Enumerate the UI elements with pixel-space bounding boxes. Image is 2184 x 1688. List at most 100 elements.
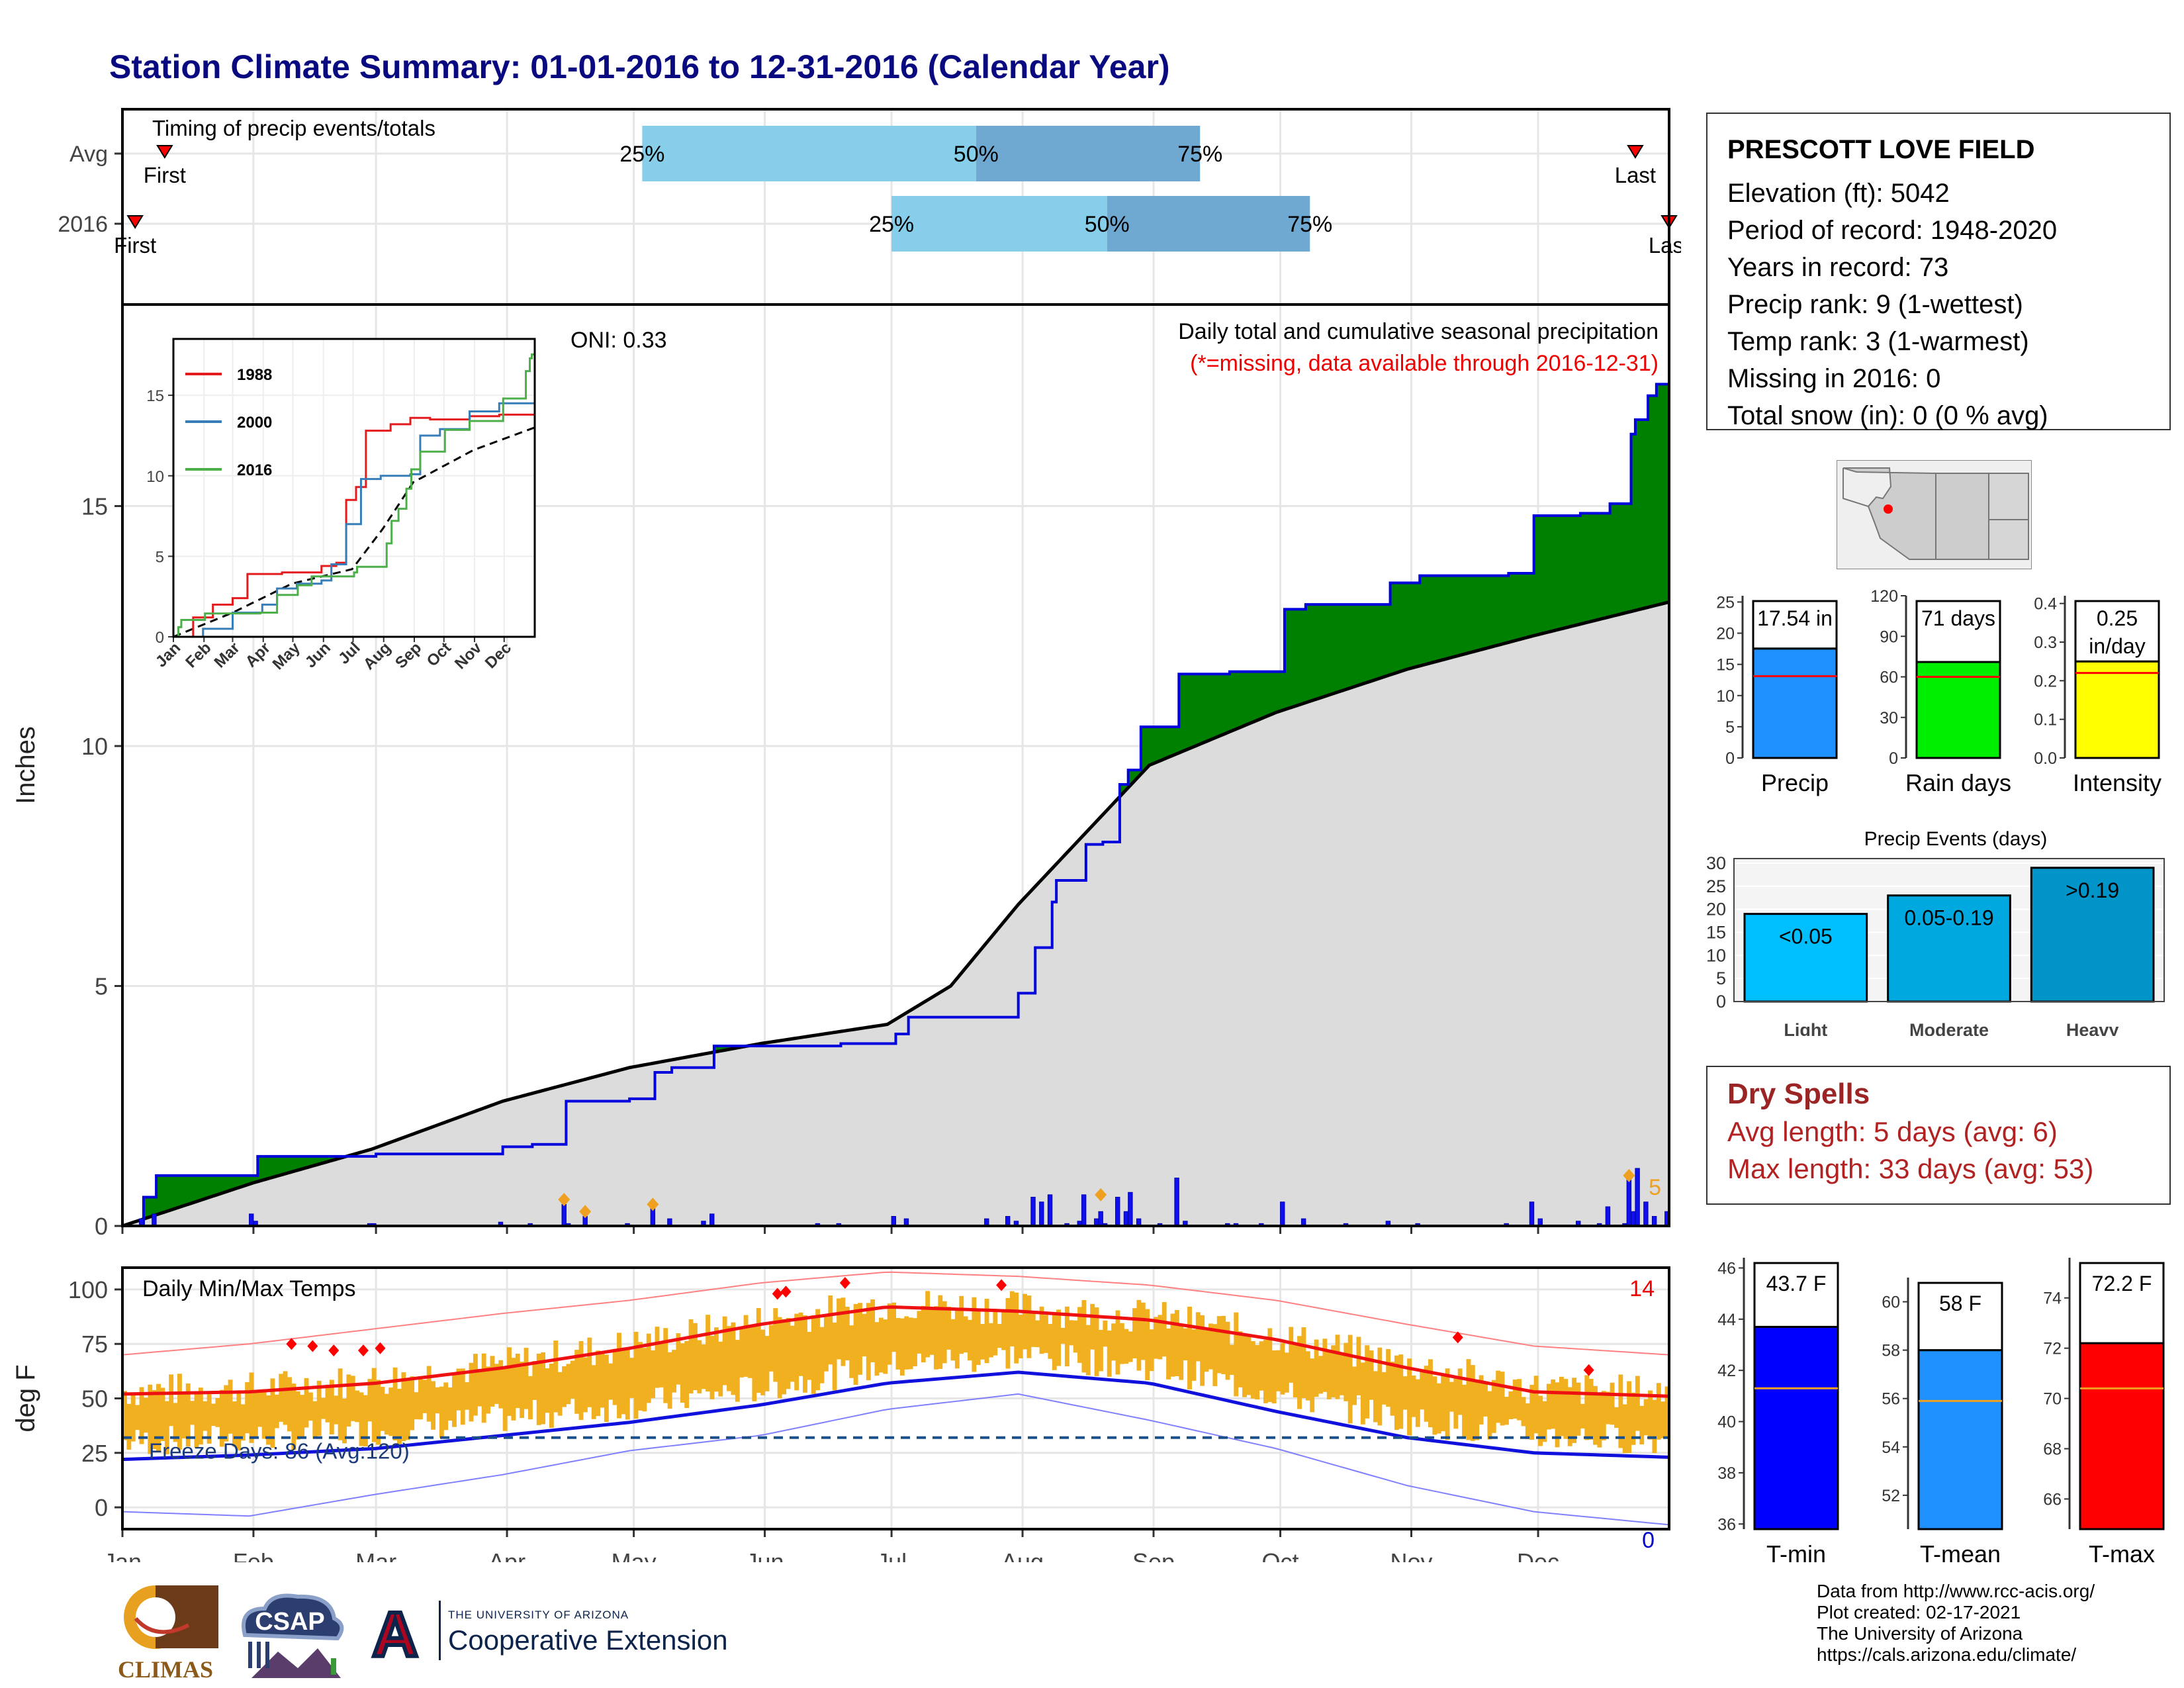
temp-daily-bar	[604, 1354, 609, 1423]
temp-daily-bar	[1242, 1335, 1247, 1397]
inset-series-line	[173, 353, 535, 638]
events-y-tick-label: 15	[1706, 922, 1726, 942]
precip-diff-fill	[1551, 516, 1556, 632]
precip-diff-fill	[1352, 604, 1357, 687]
temp-daily-bar	[908, 1317, 913, 1370]
totals-y-tick-label: 0	[1889, 749, 1898, 768]
temp-daily-bar	[422, 1380, 428, 1413]
temp-daily-bar	[976, 1309, 981, 1365]
temp-daily-bar	[160, 1387, 165, 1441]
temp-daily-bar	[1618, 1374, 1623, 1448]
precip-diff-fill	[1293, 609, 1298, 706]
temp-daily-bar	[169, 1374, 174, 1427]
precip-daily-bar	[1631, 1211, 1636, 1227]
temp-daily-bar	[1145, 1309, 1150, 1380]
precip-diff-fill	[1635, 420, 1640, 610]
credit-url: https://cals.arizona.edu/climate/	[1817, 1644, 2077, 1665]
temp-daily-bar	[410, 1376, 415, 1430]
precip-diff-fill	[1238, 671, 1243, 727]
precip-diff-fill	[1183, 674, 1188, 751]
temp-daily-bar	[887, 1303, 892, 1365]
tmean-y-tick-label: 72	[2043, 1340, 2062, 1358]
precip-diff-fill	[156, 1175, 161, 1215]
precip-diff-fill	[283, 1156, 288, 1174]
precip-diff-fill	[1250, 671, 1255, 722]
temp-daily-bar	[705, 1315, 711, 1392]
precip-diff-fill	[215, 1175, 220, 1195]
precip-diff-fill	[1470, 575, 1475, 652]
temp-daily-bar	[938, 1295, 943, 1370]
precip-diff-fill	[1369, 604, 1374, 681]
temp-daily-bar	[1170, 1313, 1175, 1377]
temp-x-tick-label: Jun	[746, 1548, 784, 1562]
temp-daily-bar	[617, 1333, 621, 1419]
precip-diff-fill	[1132, 770, 1138, 781]
precip-y-tick-label: 5	[95, 973, 108, 1000]
temp-daily-bar	[527, 1376, 533, 1420]
temp-daily-bar	[1225, 1321, 1230, 1380]
inset-y-tick-label: 10	[146, 468, 164, 486]
precip-diff-fill	[1580, 513, 1585, 624]
precip-diff-fill	[1643, 420, 1649, 608]
precip-diff-fill	[1166, 727, 1171, 758]
precip-daily-bar	[1098, 1211, 1103, 1227]
precip-diff-fill	[1411, 583, 1416, 668]
temp-daily-bar	[181, 1392, 187, 1438]
temp-daily-bar	[1005, 1297, 1011, 1369]
temp-daily-bar	[1360, 1362, 1365, 1425]
temp-daily-bar	[1462, 1384, 1467, 1438]
temp-daily-bar	[1533, 1376, 1539, 1434]
tmean-y-tick-label: 68	[2043, 1440, 2062, 1459]
temp-daily-bar	[688, 1319, 694, 1393]
station-precip-rank: Precip rank: 9 (1-wettest)	[1727, 290, 2023, 319]
station-elevation: Elevation (ft): 5042	[1727, 179, 1950, 208]
temp-daily-bar	[1453, 1378, 1459, 1429]
precip-daily-bar	[891, 1216, 896, 1227]
temp-daily-bar	[173, 1403, 178, 1442]
temp-daily-bar	[536, 1353, 541, 1425]
precip-diff-fill	[224, 1175, 229, 1192]
temp-daily-bar	[203, 1401, 208, 1431]
temp-daily-bar	[1115, 1310, 1120, 1375]
temp-daily-bar	[756, 1308, 761, 1393]
temp-daily-bar	[823, 1314, 829, 1372]
temp-daily-bar	[532, 1360, 537, 1400]
temp-daily-bar	[1563, 1379, 1569, 1439]
temp-daily-bar	[713, 1327, 719, 1392]
temp-daily-bar	[236, 1390, 242, 1451]
temp-daily-bar	[274, 1394, 279, 1429]
precip-diff-fill	[190, 1175, 195, 1203]
precip-diff-fill	[1567, 516, 1572, 627]
precip-diff-fill	[206, 1175, 212, 1197]
temp-daily-bar	[1643, 1399, 1649, 1436]
precip-diff-fill	[316, 1156, 322, 1164]
totals-y-tick-label: 30	[1880, 709, 1898, 727]
precip-extreme-marker	[579, 1205, 592, 1219]
precip-diff-fill	[232, 1175, 238, 1190]
precip-diff-fill	[1267, 671, 1273, 716]
precip-diff-fill	[1487, 575, 1492, 648]
temp-daily-bar	[655, 1327, 660, 1388]
precip-diff-fill	[321, 1156, 326, 1163]
temp-daily-bar	[954, 1308, 960, 1369]
temp-daily-bar	[139, 1387, 144, 1444]
precip-diff-fill	[1402, 583, 1408, 671]
precip-diff-fill	[1161, 727, 1167, 759]
precip-diff-fill	[1343, 604, 1349, 690]
temp-daily-bar	[997, 1323, 1002, 1348]
precip-diff-fill	[1500, 575, 1505, 644]
timing-label-25: 25%	[869, 212, 914, 237]
page-title: Station Climate Summary: 01-01-2016 to 1…	[109, 48, 1170, 85]
temp-daily-bar	[1483, 1381, 1488, 1417]
precip-diff-fill	[304, 1156, 309, 1168]
precip-diff-fill	[1610, 503, 1615, 616]
temp-frame	[121, 1266, 1670, 1530]
precip-diff-fill	[266, 1156, 271, 1179]
temp-daily-bar	[1664, 1386, 1670, 1438]
precip-diff-fill	[1170, 727, 1175, 756]
credit-university: The University of Arizona	[1817, 1623, 2023, 1644]
temp-x-tick-label: Jan	[103, 1548, 142, 1562]
temp-daily-bar	[392, 1367, 398, 1440]
temp-daily-bar	[431, 1381, 436, 1430]
events-category-label: Moderate	[1909, 1020, 1989, 1036]
